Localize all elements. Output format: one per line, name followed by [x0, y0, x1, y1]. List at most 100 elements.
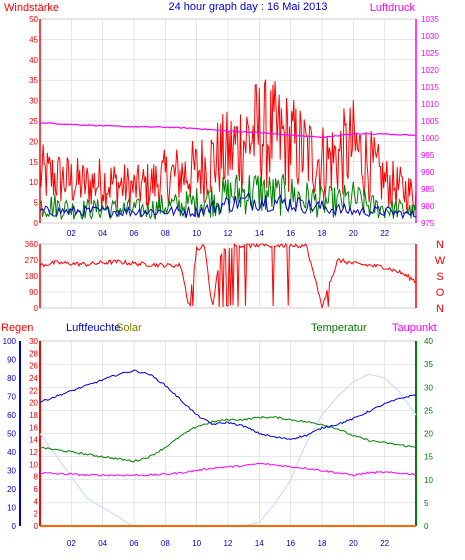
panel3-temp-tick-6: 30: [424, 383, 433, 392]
panel3-rain-tick-3: 6: [34, 485, 39, 494]
panel3-x-tick-7: 16: [286, 539, 295, 548]
panel1-y-left-tick-10: 50: [29, 15, 38, 24]
panel3-humidity-tick-9: 90: [7, 356, 16, 365]
panel1-y-left-tick-6: 30: [29, 97, 38, 106]
panel3-temp-tick-1: 5: [424, 499, 429, 508]
panel3-x-tick-0: 02: [67, 539, 76, 548]
panel1-x-tick-6: 14: [255, 229, 264, 238]
panel3-x-tick-3: 08: [161, 539, 170, 548]
panel2-compass-label-4: N: [436, 239, 444, 251]
panel3-rain-tick-6: 12: [29, 448, 38, 457]
header-luftdruck-label: Luftdruck: [370, 2, 416, 14]
panel1-x-tick-10: 22: [380, 229, 389, 238]
panel2-y-left-tick-4: 360: [25, 240, 39, 249]
panel2-y-left-tick-3: 270: [25, 256, 39, 265]
header-title: 24 hour graph day : 16 Mai 2013: [168, 1, 327, 13]
panel1-x-tick-2: 06: [130, 229, 139, 238]
series-luftfeuchte: [39, 369, 417, 441]
panel3-humidity-tick-2: 20: [7, 485, 16, 494]
panel3-temp-tick-4: 20: [424, 430, 433, 439]
panel3-x-tick-10: 22: [380, 539, 389, 548]
panel3-temp-tick-0: 0: [424, 522, 429, 531]
series-wind-blue: [39, 191, 417, 220]
panel3-humidity-tick-6: 60: [7, 411, 16, 420]
panel3-humidity-tick-8: 80: [7, 374, 16, 383]
panel3-rain-tick-2: 4: [34, 497, 39, 506]
panel1-y-right-tick-9: 1020: [421, 66, 439, 75]
panel3-x-tick-8: 18: [318, 539, 327, 548]
series-luftdruck: [39, 121, 417, 139]
panel1-y-right-tick-6: 1005: [421, 117, 439, 126]
header-windstaerke-label: Windstärke: [4, 2, 59, 14]
panel1-y-right-tick-4: 995: [421, 151, 435, 160]
panel2-compass-label-1: O: [436, 287, 445, 299]
panel1-y-left-tick-9: 45: [29, 35, 38, 44]
panel1-y-right-tick-11: 1030: [421, 32, 439, 41]
panel1-y-left-tick-3: 15: [29, 158, 38, 167]
panel1-x-tick-9: 20: [349, 229, 358, 238]
panel1-x-tick-4: 10: [192, 229, 201, 238]
panel3-rain-tick-7: 14: [29, 436, 38, 445]
panel1-y-right-tick-3: 990: [421, 168, 435, 177]
panel1-y-right-tick-0: 975: [421, 219, 435, 228]
series-windstaerke: [39, 79, 417, 213]
panel3-humidity-tick-5: 50: [7, 430, 16, 439]
panel3-x-tick-4: 10: [192, 539, 201, 548]
panel2-compass-label-2: S: [436, 271, 443, 283]
panel1-y-left-tick-0: 0: [34, 219, 39, 228]
panel1-y-right-tick-5: 1000: [421, 134, 439, 143]
panel3-rain-tick-15: 30: [29, 337, 38, 346]
panel3-temp-tick-5: 25: [424, 406, 433, 415]
label-regen: Regen: [1, 322, 33, 334]
panel3-rain-tick-13: 26: [29, 362, 38, 371]
panel1-y-right-tick-8: 1015: [421, 83, 439, 92]
panel1-y-right-tick-7: 1010: [421, 100, 439, 109]
panel3-x-tick-9: 20: [349, 539, 358, 548]
panel3-temp-tick-2: 10: [424, 476, 433, 485]
panel2-compass-label-0: N: [436, 303, 444, 315]
series-wind-green: [39, 173, 417, 221]
panel3-rain-tick-1: 2: [34, 510, 39, 519]
panel1-y-left-tick-1: 5: [34, 199, 39, 208]
panel2-compass-label-3: W: [435, 255, 446, 267]
panel1-y-left-tick-8: 40: [29, 56, 38, 65]
panel1-x-tick-7: 16: [286, 229, 295, 238]
panel1-y-right-tick-12: 1035: [421, 15, 439, 24]
label-taupunkt: Taupunkt: [392, 322, 437, 334]
panel1-x-tick-1: 04: [98, 229, 107, 238]
panel3-humidity-tick-1: 10: [7, 504, 16, 513]
panel2-y-left-tick-0: 0: [34, 304, 39, 313]
panel1-y-left-tick-5: 25: [29, 117, 38, 126]
panel1-x-tick-8: 18: [318, 229, 327, 238]
series-windrichtung: [39, 242, 417, 310]
panel1-y-right-tick-2: 985: [421, 185, 435, 194]
panel3-temp-tick-8: 40: [424, 337, 433, 346]
label-solar: Solar: [116, 322, 142, 334]
label-luftfeuchte: Luftfeuchte: [66, 322, 120, 334]
panel3-rain-tick-12: 24: [29, 374, 38, 383]
panel3-humidity-tick-7: 70: [7, 393, 16, 402]
panel3-rain-tick-0: 0: [34, 522, 39, 531]
panel3-humidity-tick-10: 100: [3, 337, 17, 346]
panel3-x-tick-2: 06: [130, 539, 139, 548]
panel3-rain-tick-8: 16: [29, 423, 38, 432]
panel3-x-tick-1: 04: [98, 539, 107, 548]
panel1-y-left-tick-7: 35: [29, 76, 38, 85]
panel1-y-left-tick-4: 20: [29, 137, 38, 146]
panel1-y-left-tick-2: 10: [29, 178, 38, 187]
panel3-rain-tick-10: 20: [29, 399, 38, 408]
label-temperatur: Temperatur: [311, 322, 367, 334]
panel3-rain-tick-4: 8: [34, 473, 39, 482]
panel3-rain-tick-11: 22: [29, 386, 38, 395]
panel1-x-tick-3: 08: [161, 229, 170, 238]
panel3-humidity-tick-0: 0: [12, 522, 17, 531]
panel3-temp-tick-3: 15: [424, 453, 433, 462]
panel3-humidity-tick-3: 30: [7, 467, 16, 476]
panel2-y-left-tick-2: 180: [25, 272, 39, 281]
panel2-y-left-tick-1: 90: [29, 288, 38, 297]
panel1-y-right-tick-1: 980: [421, 202, 435, 211]
series-taupunkt: [39, 462, 417, 477]
panel3-rain-tick-5: 10: [29, 460, 38, 469]
